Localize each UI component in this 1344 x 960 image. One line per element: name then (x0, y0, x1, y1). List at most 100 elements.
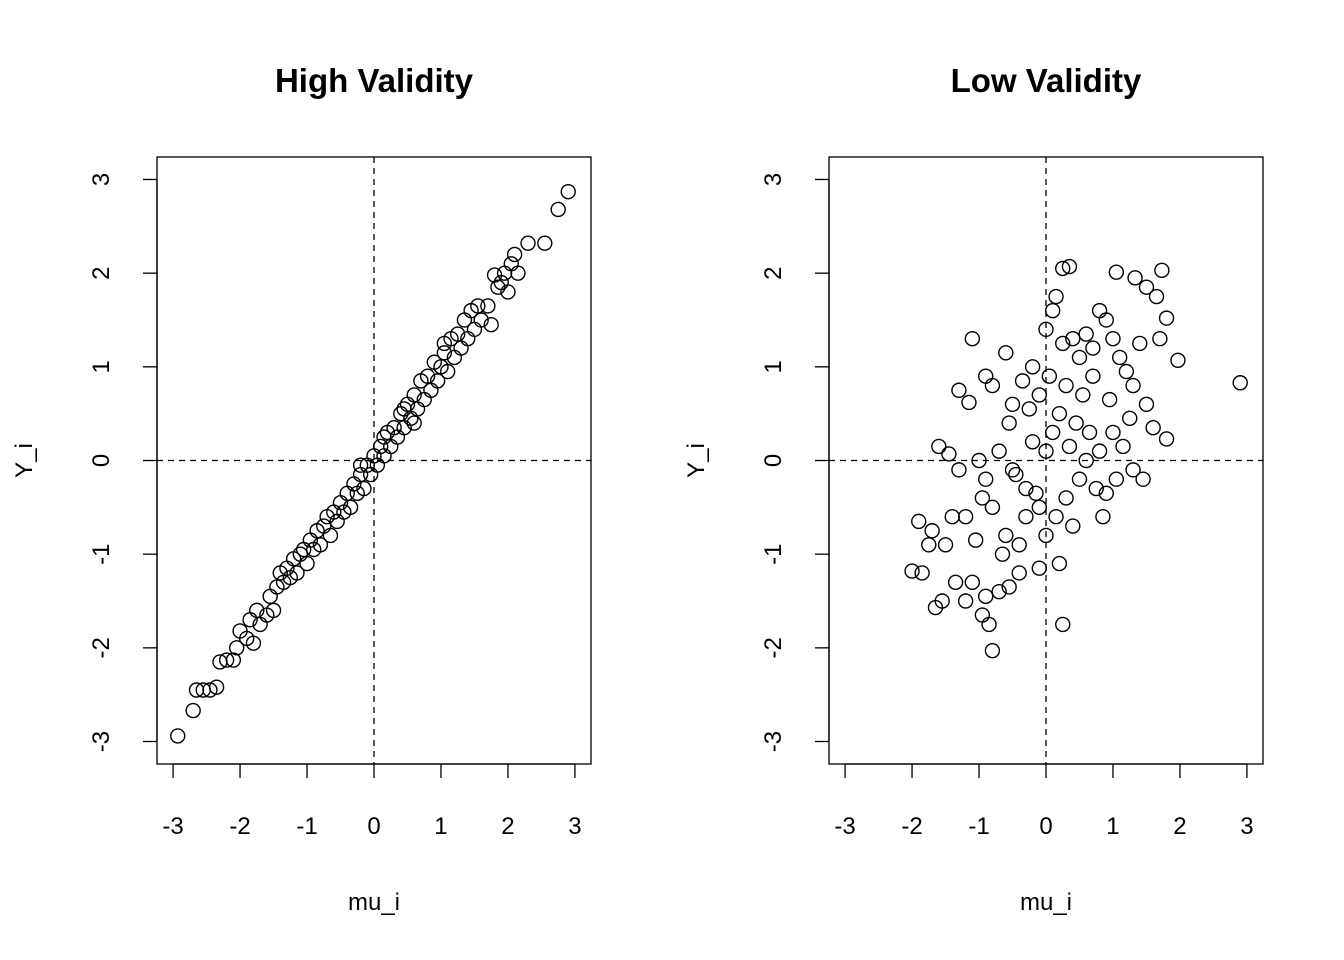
y-tick-label: -1 (88, 544, 115, 565)
data-point (951, 462, 967, 478)
data-point (1098, 485, 1114, 501)
data-point (1232, 375, 1248, 391)
y-tick-label: -3 (760, 731, 787, 752)
data-point (1024, 434, 1041, 450)
y-tick-label: -3 (88, 731, 115, 752)
x-tick-label: 2 (1173, 813, 1186, 840)
data-point (924, 523, 940, 539)
data-point (500, 284, 516, 300)
data-point (1125, 462, 1141, 478)
data-point (450, 326, 466, 342)
data-point (1065, 518, 1081, 534)
data-point (1098, 312, 1114, 328)
x-tick-label: 0 (1039, 813, 1052, 840)
data-point (904, 563, 920, 579)
data-point (1158, 431, 1175, 447)
data-point (1148, 288, 1165, 305)
data-point (1075, 387, 1091, 403)
data-point (1004, 396, 1021, 412)
data-point (1122, 410, 1138, 427)
data-point (1158, 310, 1175, 326)
data-point (964, 331, 981, 347)
data-point (1014, 373, 1031, 389)
data-point (436, 335, 453, 352)
data-point (1044, 424, 1061, 441)
data-point (1048, 288, 1064, 305)
data-point (170, 728, 186, 744)
data-point (1127, 270, 1143, 286)
y-axis-label: Y_i (11, 443, 38, 478)
x-tick-label: 3 (568, 813, 581, 840)
data-point (1125, 377, 1141, 394)
data-point (436, 345, 453, 361)
data-point (1081, 424, 1098, 441)
x-tick-label: -2 (901, 813, 922, 840)
data-point (249, 602, 265, 619)
data-point (473, 312, 489, 328)
data-point (386, 420, 402, 436)
data-point (1078, 452, 1094, 469)
data-point (957, 509, 974, 525)
data-point (981, 616, 997, 633)
chart-title: Low Validity (951, 62, 1142, 99)
data-point (947, 574, 964, 590)
scatter-panel-1: High Validity -3 -2 -1 0 1 2 3 -3 -2 -1 0 1 2 3 mu_i Y_i (11, 62, 592, 916)
data-point (1004, 462, 1021, 478)
data-point (225, 652, 242, 668)
data-point (429, 373, 446, 389)
data-point (1038, 443, 1054, 459)
scatter-panel-2: Low Validity -3 -2 -1 0 1 2 3 -3 -2 -1 0 1 2 3 mu_i Y_i (683, 62, 1264, 916)
data-point (1145, 420, 1161, 436)
data-point (944, 509, 960, 525)
data-point (931, 438, 947, 455)
y-tick-label: 1 (760, 360, 787, 373)
y-tick-label: 0 (88, 454, 115, 467)
data-point (550, 201, 566, 218)
y-tick-label: -2 (88, 637, 115, 658)
data-point (185, 702, 201, 719)
data-point (1111, 349, 1128, 366)
data-point (1021, 401, 1037, 417)
data-point (490, 279, 506, 295)
data-point (1154, 262, 1170, 279)
data-point (1001, 415, 1017, 431)
data-point (229, 640, 245, 656)
data-point (406, 387, 422, 403)
data-point (911, 513, 927, 530)
data-point (312, 537, 329, 553)
data-point (1091, 302, 1108, 319)
data-point (984, 377, 1001, 394)
data-point (974, 607, 991, 623)
data-point (383, 438, 399, 455)
data-point (978, 471, 994, 487)
x-tick-label: 1 (1106, 813, 1119, 840)
data-point (1048, 509, 1064, 525)
data-point (1105, 424, 1121, 441)
data-point (978, 368, 994, 384)
data-point (480, 298, 496, 314)
y-tick-label: -2 (760, 637, 787, 658)
data-point (1044, 302, 1061, 319)
data-point (1028, 485, 1044, 501)
data-point (957, 593, 974, 609)
data-point (1108, 471, 1125, 487)
data-point (1138, 396, 1155, 412)
data-point (937, 537, 954, 553)
data-point (1058, 377, 1074, 394)
data-point (1051, 405, 1068, 422)
data-point (1018, 480, 1034, 497)
data-point (991, 443, 1007, 459)
data-point (921, 537, 937, 553)
data-point (289, 565, 305, 581)
data-point (1031, 560, 1048, 576)
data-point (1041, 368, 1058, 384)
data-point (1038, 527, 1054, 544)
data-point (1061, 258, 1078, 275)
x-axis-label: mu_i (348, 889, 400, 916)
data-point (991, 583, 1007, 600)
data-point (967, 532, 984, 548)
data-point (245, 635, 262, 651)
data-point (1068, 415, 1084, 431)
y-tick-label: 2 (88, 266, 115, 279)
data-point (453, 340, 469, 356)
